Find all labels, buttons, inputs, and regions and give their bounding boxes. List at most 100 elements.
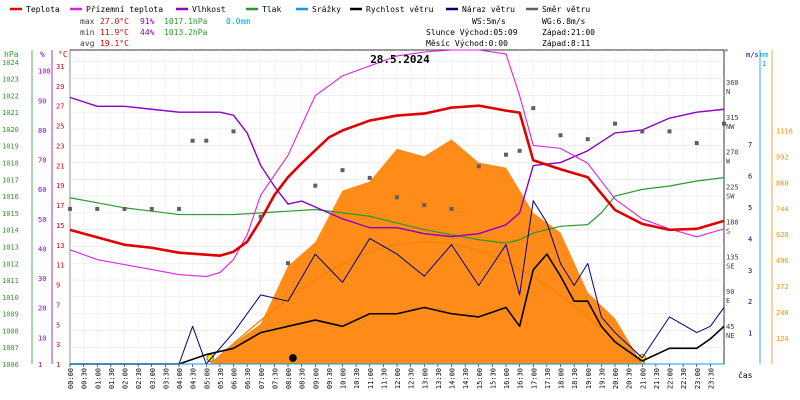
- x-tick-label: 05:30: [217, 368, 225, 389]
- axis-hpa-tick: 1009: [2, 311, 19, 319]
- stats-min-hum: 44%: [140, 28, 155, 37]
- wind-direction-point: [449, 206, 454, 211]
- wind-direction-point: [231, 129, 236, 134]
- axis-hpa-tick: 1024: [2, 59, 19, 67]
- x-tick-label: 21:00: [639, 368, 647, 389]
- axis-pct-tick: 70: [38, 157, 46, 165]
- chart-legend: Teplota Přízemní teplota Vlhkost Tlak Srážky…: [10, 5, 590, 14]
- axis-hpa-tick: 1018: [2, 160, 19, 168]
- axis-hpa-tick: 1020: [2, 126, 19, 134]
- x-tick-label: 11:00: [367, 368, 375, 389]
- axis-ms-unit: m/s: [746, 51, 759, 59]
- x-tick-label: 17:00: [530, 368, 538, 389]
- axis-hpa-tick: 1017: [2, 176, 19, 184]
- x-tick-label: 19:00: [585, 368, 593, 389]
- x-tick-label: 07:30: [271, 368, 279, 389]
- series-temperature: [69, 104, 725, 257]
- axis-degc-tick: 11: [56, 262, 64, 270]
- x-tick-label: 04:00: [176, 368, 184, 389]
- axis-dir-compass: NW: [726, 123, 735, 131]
- wind-direction-point: [122, 206, 127, 211]
- plot-area: hPa1024102310221021102010191018101710161…: [2, 48, 793, 389]
- axis-dir-compass: W: [726, 158, 731, 166]
- axis-degc-tick: 21: [56, 162, 64, 170]
- wind-direction-point: [395, 195, 399, 200]
- x-tick-label: 00:30: [81, 368, 89, 389]
- axis-pct-tick: 20: [38, 305, 46, 313]
- axis-pct-tick: 10: [38, 334, 46, 342]
- x-tick-label: 18:30: [571, 368, 579, 389]
- wind-direction-point: [258, 214, 263, 219]
- axis-degc-tick: 27: [56, 103, 64, 111]
- stats-min-label: min: [80, 28, 95, 37]
- x-tick-label: 05:00: [203, 368, 211, 389]
- axis-hpa-tick: 1016: [2, 193, 19, 201]
- axis-pct-tick: 80: [38, 127, 46, 135]
- x-tick-label: 01:30: [108, 368, 116, 389]
- wind-direction-point: [694, 141, 699, 146]
- wind-direction-point: [190, 138, 195, 143]
- axis-degc-tick: 3: [56, 341, 60, 349]
- series-wind-speed: [70, 253, 725, 365]
- x-tick-label: 13:30: [435, 368, 443, 389]
- series-wind-gust: [70, 200, 725, 365]
- wind-direction-point: [149, 206, 154, 211]
- axis-dir-compass: NE: [726, 332, 734, 340]
- axis-dir-tick: 225: [726, 184, 739, 192]
- legend-label: Náraz větru: [462, 5, 515, 14]
- x-tick-label: 21:30: [653, 368, 661, 389]
- wind-direction-point: [422, 203, 427, 208]
- x-tick-label: 09:30: [326, 368, 334, 389]
- axis-solar-tick: 124: [776, 335, 789, 343]
- x-tick-label: 17:30: [544, 368, 552, 389]
- wind-direction-point: [313, 183, 318, 188]
- axis-degc-tick: 25: [56, 123, 64, 131]
- axis-dir-tick: 180: [726, 218, 739, 226]
- wind-direction-point: [476, 164, 481, 169]
- legend-label: Rychlost větru: [366, 5, 434, 14]
- wind-direction-point: [204, 138, 209, 143]
- x-tick-label: 13:00: [421, 368, 429, 389]
- x-tick-label: 10:30: [353, 368, 361, 389]
- x-tick-label: 08:30: [299, 368, 307, 389]
- x-tick-label: 22:00: [667, 368, 675, 389]
- axis-dir-tick: 360: [726, 79, 739, 87]
- axis-dir-tick: 270: [726, 149, 739, 157]
- series-solar: [211, 139, 645, 364]
- chart-title: 28.5.2024: [370, 53, 430, 66]
- x-tick-label: 02:30: [135, 368, 143, 389]
- axis-hpa-tick: 1022: [2, 92, 19, 100]
- axis-pct-tick: 30: [38, 275, 46, 283]
- axis-dir-compass: SW: [726, 193, 735, 201]
- axis-degc-tick: 7: [56, 301, 60, 309]
- axis-hpa-unit: hPa: [4, 50, 19, 59]
- wind-direction-point: [722, 121, 726, 126]
- x-tick-label: 16:30: [517, 368, 525, 389]
- x-tick-label: 23:30: [707, 368, 715, 389]
- stats-max-rain: 0.0mm: [226, 17, 250, 26]
- x-tick-label: 20:30: [626, 368, 634, 389]
- x-tick-label: 10:00: [340, 368, 348, 389]
- stats-max-press: 1017.1hPa: [164, 17, 208, 26]
- axis-hpa-tick: 1010: [2, 294, 19, 302]
- axis-degc-tick: 9: [56, 282, 60, 290]
- x-tick-label: 16:00: [503, 368, 511, 389]
- axis-ms-tick: 6: [748, 173, 752, 181]
- wind-direction-point: [613, 121, 617, 126]
- axis-dir-unit: °: [724, 48, 729, 57]
- wind-direction-point: [517, 148, 522, 153]
- x-tick-label: 00:00: [67, 368, 75, 389]
- series-humidity: [69, 96, 725, 238]
- x-tick-label: 02:00: [122, 368, 130, 389]
- x-tick-label: 07:00: [258, 368, 266, 389]
- x-tick-label: 03:00: [149, 368, 157, 389]
- axis-dir-tick: 135: [726, 253, 739, 261]
- wind-direction-point: [340, 168, 345, 173]
- axis-degc-tick: 1: [56, 361, 60, 369]
- axis-ms-tick: 1: [748, 330, 752, 338]
- axis-pct-tick: 50: [38, 216, 46, 224]
- info-wg: WG:6.8m/s: [542, 17, 586, 26]
- sun-curve: [209, 241, 640, 365]
- axis-pct-unit: %: [40, 50, 45, 59]
